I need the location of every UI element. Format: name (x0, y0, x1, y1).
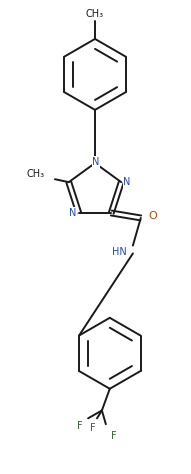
Text: N: N (69, 208, 77, 218)
Text: N: N (123, 177, 131, 187)
Text: O: O (148, 211, 157, 221)
Text: CH₃: CH₃ (86, 9, 104, 19)
Text: F: F (77, 421, 83, 431)
Text: F: F (90, 423, 96, 433)
Text: HN: HN (112, 247, 127, 257)
Text: CH₃: CH₃ (27, 169, 45, 179)
Text: N: N (92, 157, 100, 167)
Text: F: F (111, 431, 117, 441)
